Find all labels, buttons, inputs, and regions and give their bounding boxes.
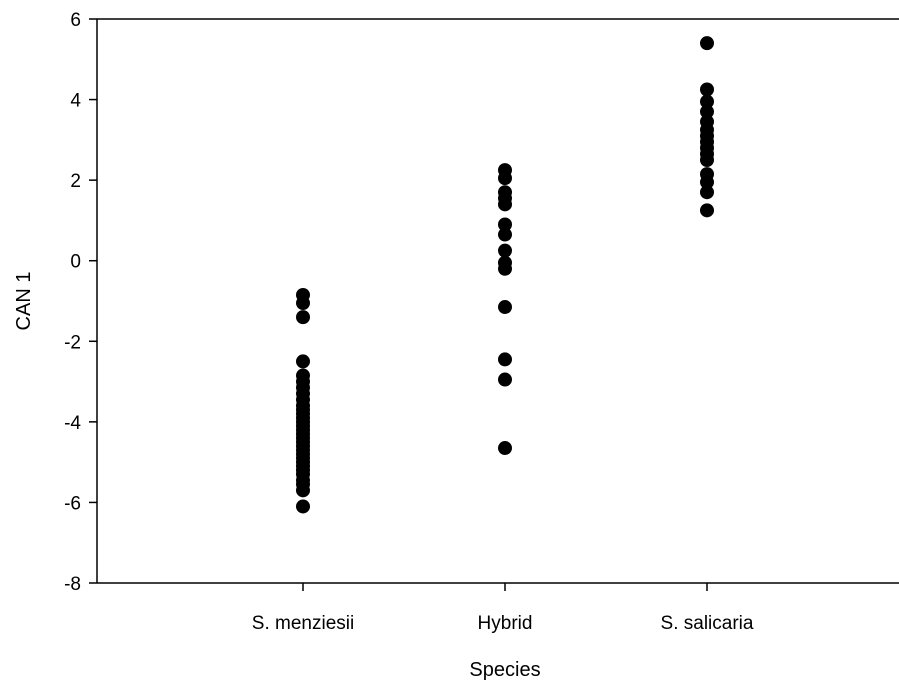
data-point [296, 296, 310, 311]
data-point [296, 354, 310, 369]
data-point [700, 153, 714, 167]
data-point [700, 94, 714, 109]
y-tick-label: -6 [64, 493, 81, 514]
y-tick-label: -2 [64, 332, 81, 353]
data-points [296, 36, 714, 514]
data-point [296, 499, 310, 514]
x-axis-ticks: S. menziesii Hybrid S. salicaria [252, 583, 754, 634]
y-axis-label: CAN 1 [13, 272, 35, 331]
data-point [700, 82, 714, 97]
data-point [296, 310, 310, 325]
data-point [498, 243, 512, 258]
data-point [700, 185, 714, 200]
y-tick-label: 2 [70, 171, 81, 192]
data-point [498, 197, 512, 212]
y-tick-label: -4 [64, 413, 81, 434]
data-point [498, 227, 512, 242]
axes [96, 18, 899, 584]
data-point [498, 217, 512, 232]
y-tick-label: 6 [70, 10, 81, 31]
x-tick-label: S. salicaria [661, 613, 754, 634]
data-point [700, 175, 714, 190]
data-point [296, 483, 310, 498]
x-axis-label: Species [469, 659, 540, 681]
data-point [498, 372, 512, 387]
data-point [498, 441, 512, 456]
data-point [498, 171, 512, 186]
x-tick-label: S. menziesii [252, 613, 354, 634]
data-point [700, 203, 714, 218]
y-axis-ticks: -8 -6 -4 -2 0 2 4 6 [64, 10, 97, 595]
data-point [700, 104, 714, 119]
y-tick-label: -8 [64, 574, 81, 595]
data-point [498, 352, 512, 367]
y-tick-label: 4 [70, 91, 81, 112]
data-point [700, 36, 714, 51]
data-point [498, 300, 512, 315]
y-tick-label: 0 [70, 252, 81, 273]
data-point [498, 261, 512, 276]
x-tick-label: Hybrid [478, 613, 533, 634]
